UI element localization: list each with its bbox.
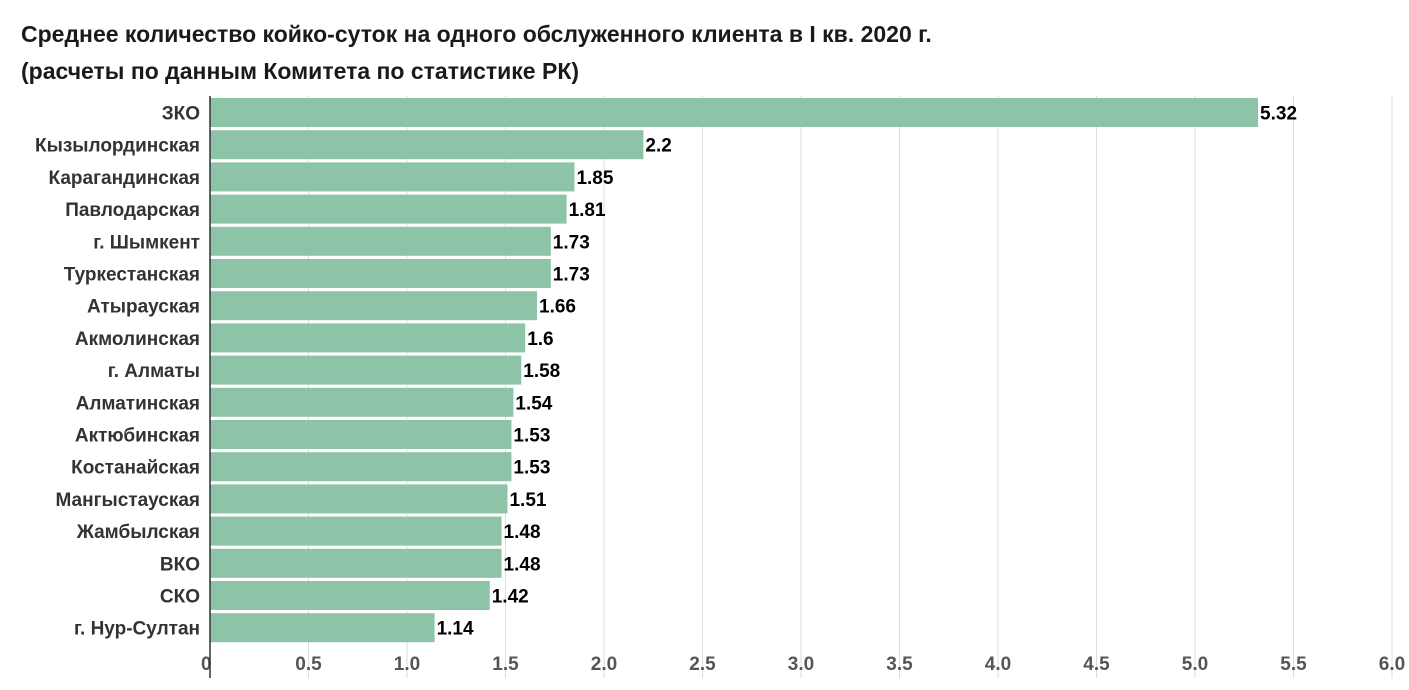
category-label: Павлодарская — [65, 200, 200, 221]
value-label: 1.48 — [504, 522, 541, 543]
value-label: 1.73 — [553, 265, 590, 286]
bar — [210, 516, 502, 546]
value-label: 2.2 — [645, 136, 671, 157]
bar — [210, 226, 551, 256]
bar — [210, 613, 435, 643]
x-tick-label: 3.5 — [886, 654, 913, 675]
value-label: 1.48 — [504, 554, 541, 575]
category-label: Атырауская — [87, 297, 200, 318]
x-tick-label: 4.0 — [985, 654, 1011, 675]
bar — [210, 484, 508, 514]
chart-title: Среднее количество койко-суток на одного… — [21, 16, 1391, 90]
bar — [210, 130, 644, 160]
category-label: Алматинская — [76, 393, 200, 414]
category-label: Костанайская — [71, 458, 200, 479]
x-tick-labels: 0 0.5 1.0 1.5 2.0 2.5 3.0 3.5 4.0 4.5 5.0 5.5 6.0 — [201, 654, 1405, 675]
x-tick-label: 3.0 — [788, 654, 814, 675]
bar — [210, 548, 502, 578]
value-label: 1.54 — [515, 393, 552, 414]
bars — [210, 98, 1259, 643]
bar — [210, 452, 512, 482]
category-label: ЗКО — [162, 104, 200, 125]
value-label: 1.73 — [553, 232, 590, 253]
x-tick-label: 2.0 — [591, 654, 617, 675]
value-label: 1.81 — [569, 200, 606, 221]
value-labels: 5.32 2.2 1.85 1.81 1.73 1.73 1.66 1.6 1.58 1.54 1.… — [437, 104, 1297, 640]
bar — [210, 355, 522, 385]
category-label: Мангыстауская — [55, 490, 200, 511]
bar — [210, 387, 514, 417]
category-label: СКО — [160, 587, 200, 608]
bar — [210, 420, 512, 449]
x-tick-label: 0.5 — [295, 654, 322, 675]
category-label: Акмолинская — [75, 329, 200, 350]
x-tick-label: 2.5 — [689, 654, 716, 675]
category-label: ВКО — [160, 554, 200, 575]
bar — [210, 194, 567, 224]
category-label: Жамбылская — [76, 522, 200, 543]
bar — [210, 162, 575, 192]
value-label: 1.66 — [539, 297, 576, 318]
category-label: Карагандинская — [49, 168, 200, 189]
value-label: 1.53 — [513, 426, 550, 447]
x-tick-label: 1.5 — [492, 654, 519, 675]
grid-lines — [308, 96, 1393, 678]
category-label: г. Шымкент — [93, 232, 200, 253]
value-label: 5.32 — [1260, 104, 1297, 125]
chart-title-line-2: (расчеты по данным Комитета по статистик… — [21, 58, 580, 84]
category-label: Кызылординская — [35, 136, 200, 157]
x-tick-label: 6.0 — [1379, 654, 1405, 675]
x-tick-label: 1.0 — [394, 654, 420, 675]
bar — [210, 581, 490, 610]
x-tick-label: 0 — [201, 654, 212, 675]
chart-title-line-1: Среднее количество койко-суток на одного… — [21, 21, 932, 47]
category-labels: ЗКО Кызылординская Карагандинская Павлодарс… — [35, 104, 200, 640]
category-label: г. Алматы — [108, 361, 200, 382]
category-label: г. Нур-Султан — [74, 619, 200, 640]
bar — [210, 259, 551, 288]
x-tick-label: 5.5 — [1280, 654, 1307, 675]
bar — [210, 323, 526, 353]
value-label: 1.6 — [527, 329, 553, 350]
value-label: 1.58 — [523, 361, 560, 382]
x-tick-label: 5.0 — [1182, 654, 1208, 675]
bar — [210, 291, 538, 321]
bar — [210, 98, 1259, 127]
category-label: Туркестанская — [64, 265, 200, 286]
value-label: 1.14 — [437, 619, 474, 640]
value-label: 1.51 — [509, 490, 546, 511]
value-label: 1.53 — [513, 458, 550, 479]
x-tick-label: 4.5 — [1083, 654, 1110, 675]
value-label: 1.42 — [492, 587, 529, 608]
value-label: 1.85 — [576, 168, 613, 189]
category-label: Актюбинская — [75, 426, 200, 447]
